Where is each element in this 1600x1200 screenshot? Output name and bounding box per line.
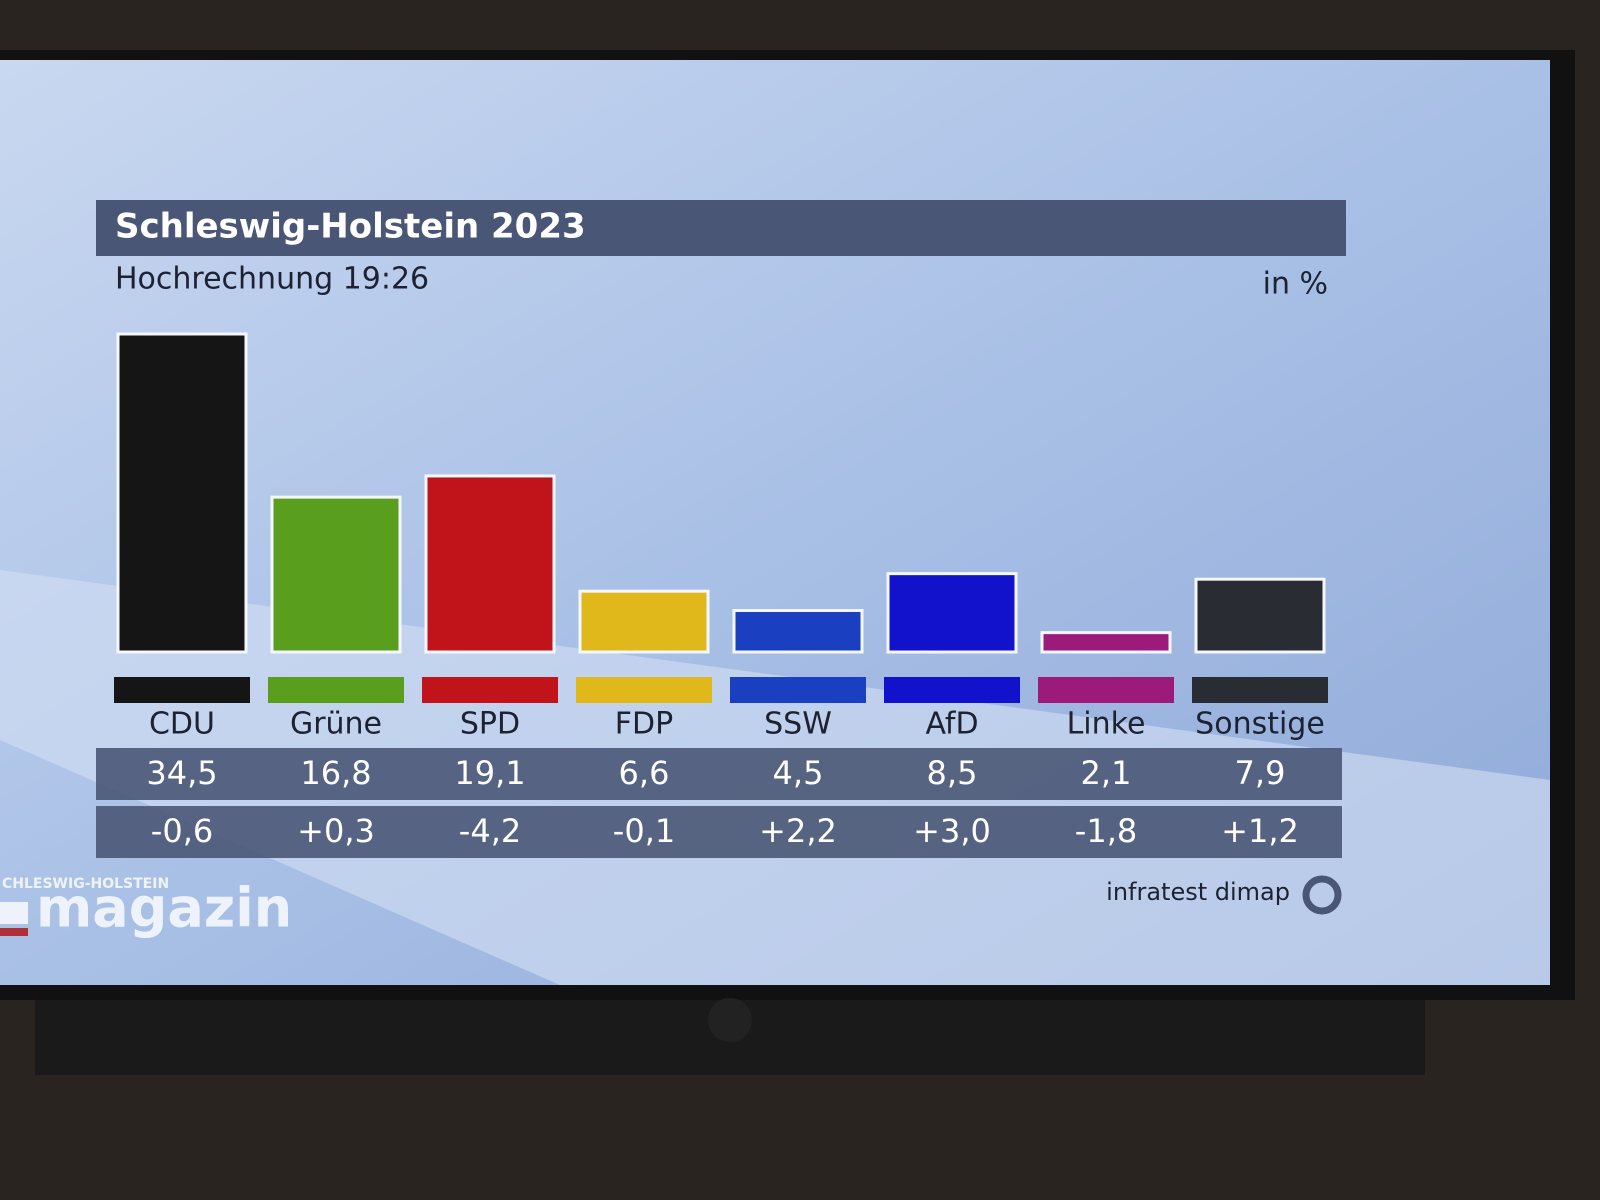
chart-subtitle: Hochrechnung 19:26	[115, 262, 429, 297]
value-label: 4,5	[773, 754, 824, 792]
title-bar	[96, 200, 1346, 256]
value-label: 16,8	[300, 754, 371, 792]
color-strip	[268, 677, 404, 703]
value-label: 6,6	[619, 754, 670, 792]
change-label: -0,1	[613, 812, 675, 850]
bar	[1040, 631, 1172, 654]
color-strip	[884, 677, 1020, 703]
values-row	[96, 748, 1342, 800]
bar	[116, 332, 248, 654]
color-strip	[1038, 677, 1174, 703]
change-label: +1,2	[1221, 812, 1299, 850]
change-label: -4,2	[459, 812, 521, 850]
changes-row	[96, 806, 1342, 858]
bar	[578, 589, 710, 654]
source-logo	[1302, 875, 1342, 915]
tv-camera	[708, 998, 752, 1042]
change-label: +0,3	[297, 812, 375, 850]
category-label: Linke	[1067, 707, 1146, 742]
bar	[270, 495, 402, 654]
category-label: SSW	[764, 707, 832, 742]
change-label: +3,0	[913, 812, 991, 850]
value-label: 7,9	[1235, 754, 1286, 792]
value-label: 34,5	[146, 754, 217, 792]
color-strip	[114, 677, 250, 703]
program-logo-stripe	[0, 928, 28, 936]
source: infratest dimap	[1106, 878, 1290, 906]
value-label: 19,1	[454, 754, 525, 792]
change-label: -1,8	[1075, 812, 1137, 850]
unit-label: in %	[1263, 267, 1328, 302]
chart-title: Schleswig-Holstein 2023	[115, 207, 586, 247]
category-label: AfD	[925, 707, 978, 742]
color-strip	[422, 677, 558, 703]
color-strip	[730, 677, 866, 703]
category-label: Sonstige	[1195, 707, 1325, 742]
value-label: 2,1	[1081, 754, 1132, 792]
program: magazin	[36, 877, 292, 940]
change-label: -0,6	[151, 812, 213, 850]
category-label: CDU	[149, 707, 215, 742]
category-label: SPD	[460, 707, 520, 742]
program-logo	[0, 902, 28, 924]
value-label: 8,5	[927, 754, 978, 792]
change-label: +2,2	[759, 812, 837, 850]
bar	[732, 609, 864, 654]
color-strip	[1192, 677, 1328, 703]
category-label: FDP	[615, 707, 673, 742]
color-strip	[576, 677, 712, 703]
category-label: Grüne	[290, 707, 382, 742]
bar	[1194, 577, 1326, 654]
program-top: CHLESWIG-HOLSTEIN	[2, 876, 169, 892]
bar	[424, 474, 556, 654]
bar	[886, 572, 1018, 654]
